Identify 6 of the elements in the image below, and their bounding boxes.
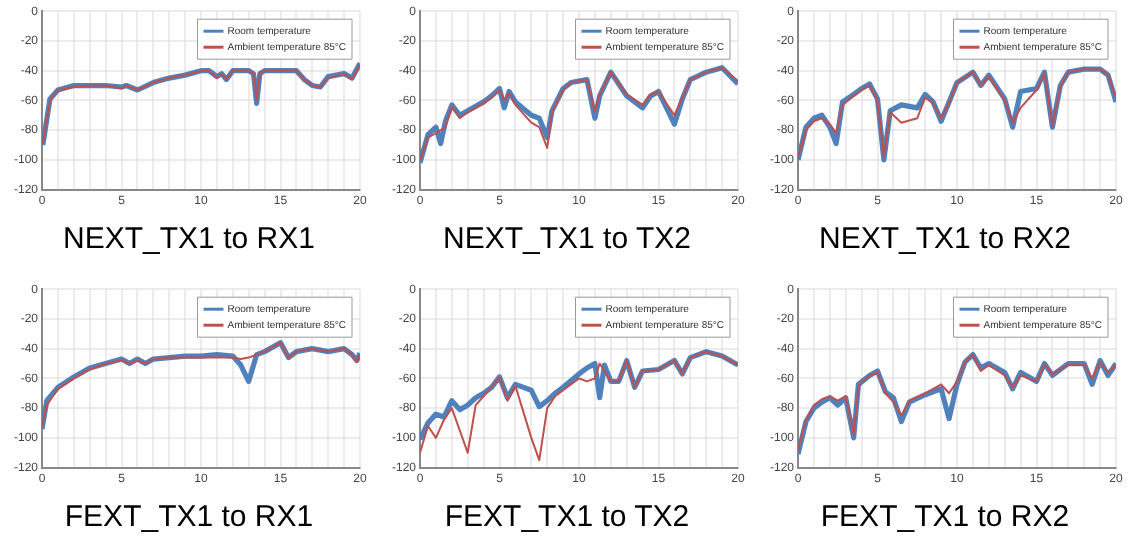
text: FEXT_TX1 to RX1 bbox=[64, 500, 314, 534]
text: FEXT_TX1 to RX2 bbox=[820, 500, 1070, 534]
text: NEXT_TX1 to RX2 bbox=[819, 222, 1071, 256]
text: NEXT_TX1 to TX2 bbox=[443, 222, 691, 256]
text: FEXT_TX1 to TX2 bbox=[444, 500, 690, 534]
text: NEXT_TX1 to RX1 bbox=[63, 222, 315, 256]
